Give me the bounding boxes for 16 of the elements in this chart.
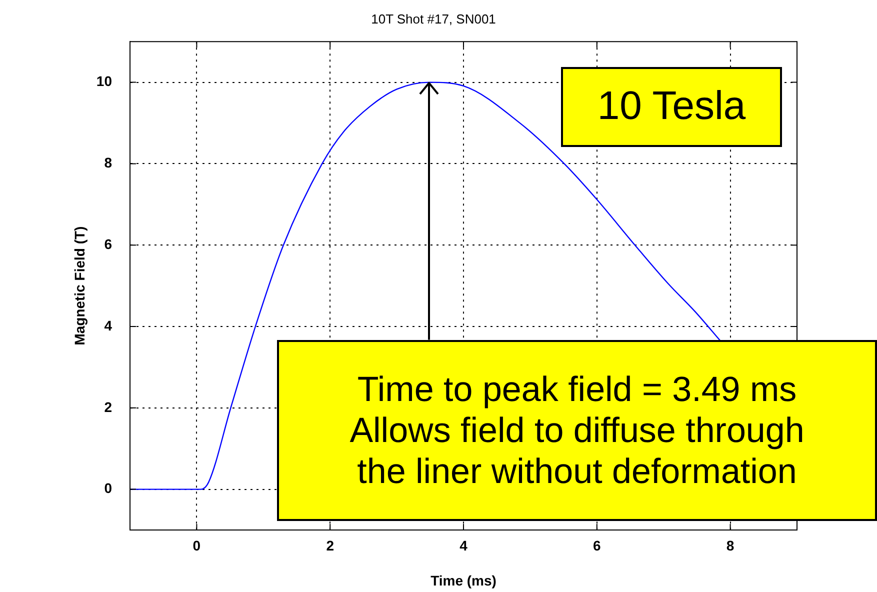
x-tick-label: 0 (192, 537, 201, 554)
y-tick-label: 10 (96, 73, 112, 90)
chart-title: 10T Shot #17, SN001 (371, 11, 496, 26)
x-axis-title: Time (ms) (430, 572, 496, 588)
y-tick-label: 4 (104, 317, 112, 334)
x-tick-label: 2 (326, 537, 334, 554)
callout-box: Time to peak field = 3.49 ms Allows field to diffuse through the liner without deformation (277, 340, 877, 521)
y-tick-label: 0 (104, 480, 112, 496)
x-tick-label: 6 (593, 537, 601, 554)
x-tick-label: 8 (726, 537, 734, 554)
y-axis-title: Magnetic Field (T) (71, 226, 88, 346)
callout-box: 10 Tesla (561, 67, 782, 147)
y-tick-label: 6 (104, 236, 112, 252)
y-tick-label: 2 (104, 398, 112, 415)
y-tick-label: 8 (104, 154, 112, 171)
x-tick-label: 4 (460, 537, 468, 554)
